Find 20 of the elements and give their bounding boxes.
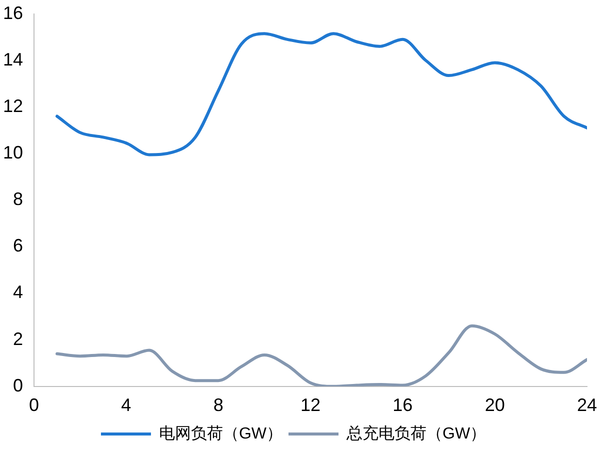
x-tick-label: 24 bbox=[576, 395, 598, 416]
y-tick-label: 2 bbox=[13, 328, 24, 349]
y-tick-label: 6 bbox=[13, 236, 24, 256]
y-tick-label: 0 bbox=[13, 375, 24, 396]
y-tick-label: 10 bbox=[2, 142, 24, 162]
y-tick-label: 16 bbox=[2, 2, 24, 23]
x-tick-label: 8 bbox=[213, 395, 224, 416]
y-tick-label: 14 bbox=[2, 49, 24, 70]
x-tick-label: 0 bbox=[29, 395, 40, 416]
y-tick-label: 4 bbox=[13, 282, 24, 302]
y-tick-label: 8 bbox=[13, 189, 24, 210]
y-tick-label: 12 bbox=[2, 96, 24, 116]
x-tick-label: 16 bbox=[392, 395, 413, 416]
line-series bbox=[56, 32, 587, 156]
legend-label: 总充电负荷（GW） bbox=[346, 424, 486, 442]
x-tick-label: 20 bbox=[484, 395, 505, 416]
x-tick-label: 4 bbox=[121, 395, 132, 416]
line-series bbox=[56, 324, 587, 386]
legend-label: 电网负荷（GW） bbox=[158, 424, 282, 442]
x-tick-label: 12 bbox=[300, 395, 321, 416]
